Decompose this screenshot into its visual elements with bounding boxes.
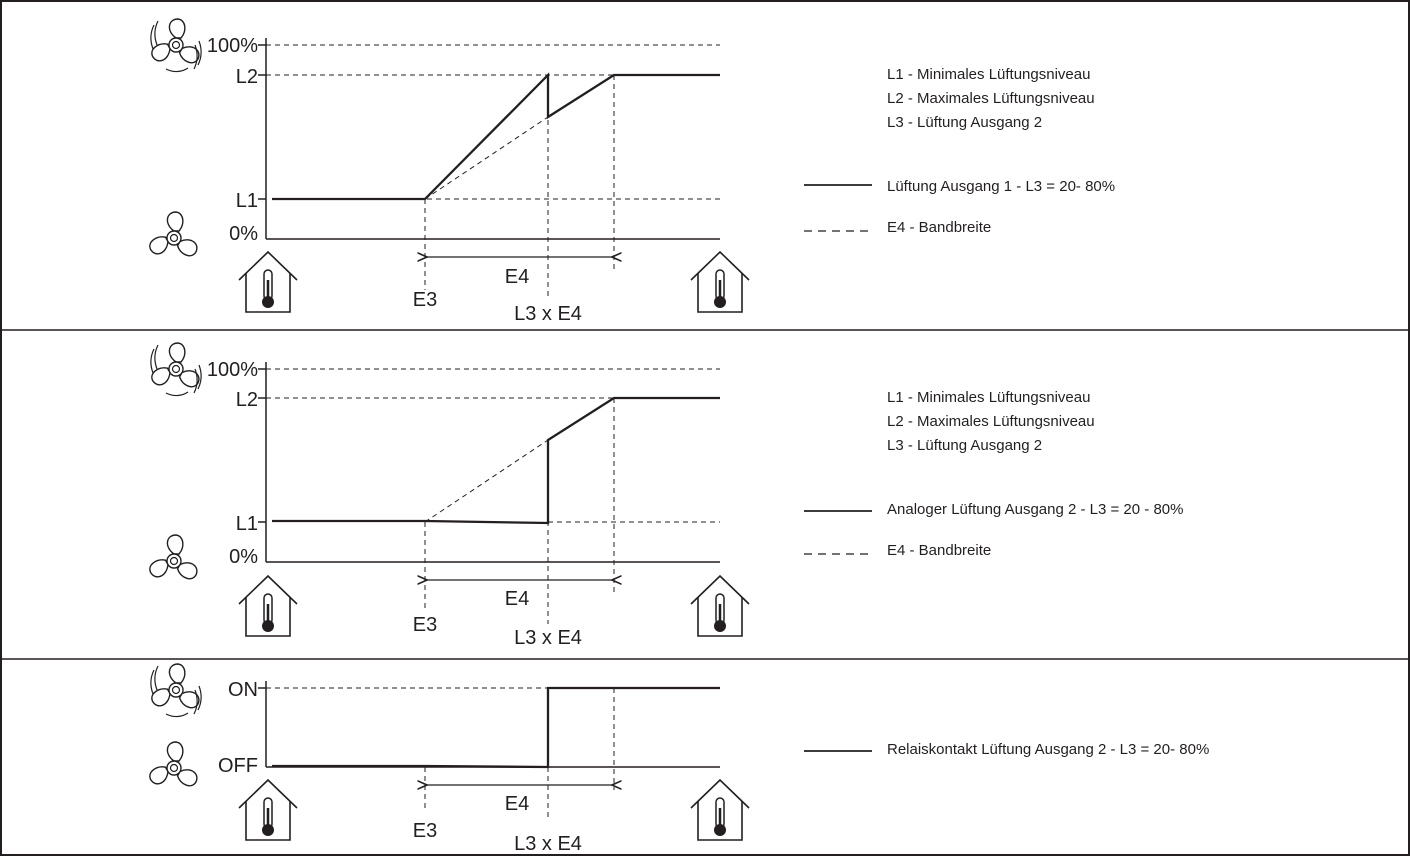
legend-solid: Analoger Lüftung Ausgang 2 - L3 = 20 - 8…	[887, 501, 1183, 518]
panel-2: 100% L2 L1 0% E3 E4 L3 x E4 L1 - Minimal…	[146, 343, 1183, 649]
x-label-e3: E3	[413, 820, 437, 842]
y-tick-l1: L1	[236, 513, 258, 535]
legend-def-l3: L3 - Lüftung Ausgang 2	[887, 437, 1042, 454]
panel-1: 100% L2 L1 0% E3 E4 L3 x E4 L1 - Minimal…	[146, 19, 1115, 325]
y-tick-100: 100%	[207, 35, 258, 57]
legend-def-l2: L2 - Maximales Lüftungsniveau	[887, 90, 1095, 107]
y-tick-l2: L2	[236, 66, 258, 88]
y-tick-0: 0%	[229, 546, 258, 568]
panel-3: ON OFF E3 E4 L3 x E4 Relaiskontakt Lüftu…	[146, 664, 1209, 855]
relay-output-2-curve	[272, 686, 720, 769]
x-label-l3-e4: L3 x E4	[514, 627, 582, 649]
legend-solid: Relaiskontakt Lüftung Ausgang 2 - L3 = 2…	[887, 741, 1209, 758]
x-label-e3: E3	[413, 614, 437, 636]
legend-dashed: E4 - Bandbreite	[887, 219, 991, 236]
x-label-e4: E4	[505, 588, 529, 610]
legend-def-l1: L1 - Minimales Lüftungsniveau	[887, 389, 1090, 406]
x-label-e4: E4	[505, 793, 529, 815]
y-tick-l2: L2	[236, 389, 258, 411]
legend-dashed: E4 - Bandbreite	[887, 542, 991, 559]
y-tick-on: ON	[228, 679, 258, 701]
analog-output-2-curve	[272, 396, 720, 525]
x-label-l3-e4: L3 x E4	[514, 833, 582, 855]
legend-def-l3: L3 - Lüftung Ausgang 2	[887, 114, 1042, 131]
legend-def-l2: L2 - Maximales Lüftungsniveau	[887, 413, 1095, 430]
x-label-e4: E4	[505, 266, 529, 288]
output-1-curve	[272, 72, 720, 201]
x-label-l3-e4: L3 x E4	[514, 303, 582, 325]
legend-solid: Lüftung Ausgang 1 - L3 = 20- 80%	[887, 178, 1115, 195]
y-tick-0: 0%	[229, 223, 258, 245]
y-tick-l1: L1	[236, 190, 258, 212]
x-label-e3: E3	[413, 289, 437, 311]
y-tick-off: OFF	[218, 755, 258, 777]
legend-def-l1: L1 - Minimales Lüftungsniveau	[887, 66, 1090, 83]
y-tick-100: 100%	[207, 359, 258, 381]
